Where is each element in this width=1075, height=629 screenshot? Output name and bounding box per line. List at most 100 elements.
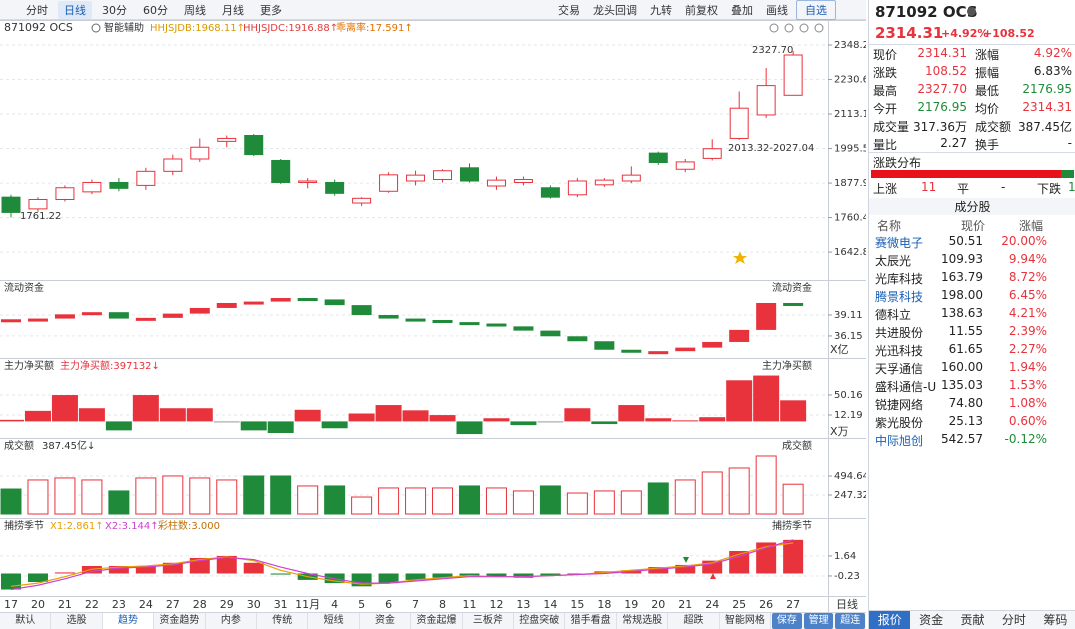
stock-name[interactable]: 共进股份 bbox=[875, 326, 924, 340]
period-tab[interactable]: 分时 bbox=[26, 3, 48, 17]
oscillator-bar bbox=[675, 564, 696, 574]
tool-button[interactable]: 九转 bbox=[650, 3, 672, 17]
strategy-tab[interactable]: 内参 bbox=[206, 613, 258, 629]
x-tick-label: 15 bbox=[570, 598, 584, 611]
quote-value: 2314.31 bbox=[917, 46, 967, 60]
assist-icon[interactable] bbox=[91, 23, 101, 33]
side-tab[interactable]: 筹码 bbox=[1043, 613, 1068, 627]
side-tab[interactable]: 资金 bbox=[919, 613, 944, 627]
flow-bar bbox=[486, 323, 507, 327]
oscillator-bar bbox=[432, 573, 453, 578]
flow-bar bbox=[189, 307, 210, 314]
side-tab[interactable]: 报价 bbox=[869, 611, 911, 629]
strategy-tab[interactable]: 资金 bbox=[360, 613, 412, 629]
y-tick-label: 50.16 bbox=[834, 390, 863, 401]
last-price: 2314.31 bbox=[875, 24, 944, 42]
side-tab[interactable]: 贡献 bbox=[960, 613, 985, 627]
stock-name[interactable]: 德科立 bbox=[875, 308, 912, 322]
action-button[interactable]: 保存 bbox=[772, 613, 802, 629]
x-tick-label: 12 bbox=[489, 598, 503, 611]
quote-label: 量比 bbox=[873, 138, 898, 152]
oscillator-bar bbox=[729, 551, 750, 574]
tool-button[interactable]: 画线 bbox=[766, 3, 788, 17]
stock-price: 160.00 bbox=[941, 360, 983, 374]
flow-bar bbox=[54, 314, 75, 319]
stock-name[interactable]: 光库科技 bbox=[875, 272, 924, 286]
quote-value: 2176.95 bbox=[1022, 82, 1072, 96]
bottom-tabs: 默认 选股 趋势 资金趋势 内参 传统 短线 资金 资金起爆 三板斧 控盘突破 猎手看盘 常规选股 超跌智… bbox=[0, 612, 866, 629]
period-tab[interactable]: 周线 bbox=[184, 3, 206, 17]
panel-icon[interactable] bbox=[814, 23, 824, 33]
flow-bar bbox=[243, 301, 264, 305]
signal-arrow bbox=[710, 573, 716, 579]
flow-bar bbox=[108, 312, 129, 319]
strategy-tab[interactable]: 趋势 bbox=[102, 613, 155, 629]
volume-bar bbox=[782, 483, 804, 515]
oscillator-bar bbox=[135, 565, 156, 574]
stock-name[interactable]: 赛微电子 bbox=[875, 236, 924, 250]
x-tick-label: 24 bbox=[139, 598, 153, 611]
strategy-tab[interactable]: 传统 bbox=[257, 613, 309, 629]
tool-button[interactable]: 交易 bbox=[558, 3, 580, 17]
x-tick-label: 31 bbox=[274, 598, 288, 611]
net-buy-bar bbox=[213, 421, 240, 423]
strategy-tab[interactable]: 短线 bbox=[308, 613, 360, 629]
strategy-tab[interactable]: 超跌 bbox=[668, 613, 720, 629]
strategy-tab[interactable]: 资金起爆 bbox=[411, 613, 463, 629]
stock-name[interactable]: 锐捷网络 bbox=[875, 398, 924, 412]
stock-name[interactable]: 光迅科技 bbox=[875, 344, 924, 358]
action-button[interactable]: 超连 bbox=[835, 613, 866, 629]
x-tick-label: 14 bbox=[543, 598, 557, 611]
strategy-tab[interactable]: 控盘突破 bbox=[514, 613, 566, 629]
stock-change: 20.00% bbox=[1001, 234, 1047, 248]
stock-change: 9.94% bbox=[1008, 252, 1047, 266]
strategy-tab[interactable]: 猎手看盘 bbox=[565, 613, 617, 629]
tool-button[interactable]: 前复权 bbox=[685, 3, 718, 17]
strategy-tab[interactable]: 常规选股 bbox=[617, 613, 669, 629]
period-tab[interactable]: 30分 bbox=[102, 3, 127, 17]
period-tab[interactable]: 日线 bbox=[58, 0, 92, 19]
stock-change: 4.21% bbox=[1008, 306, 1047, 320]
volume-bar bbox=[108, 490, 130, 515]
stock-name[interactable]: 太辰光 bbox=[875, 254, 912, 268]
quote-label: 成交额 bbox=[975, 120, 1012, 134]
period-tab[interactable]: 月线 bbox=[222, 3, 244, 17]
strategy-tab[interactable]: 选股 bbox=[51, 613, 103, 629]
strategy-tab[interactable]: 默认 bbox=[0, 613, 52, 629]
oscillator-line bbox=[10, 539, 794, 591]
stock-name[interactable]: 天孚通信 bbox=[875, 362, 924, 376]
price-annotation: 1761.22 bbox=[20, 211, 61, 222]
volume-bar bbox=[539, 485, 561, 515]
watchlist-button[interactable]: 自选 bbox=[796, 0, 836, 20]
panel-title: 成交额 bbox=[4, 439, 34, 452]
x-tick-label: 18 bbox=[597, 598, 611, 611]
toolbar: 分时 日线 30分 60分 周线 月线 更多 交易 龙头回调 九转 前复权 叠加 画线 自选 bbox=[0, 0, 866, 20]
panel-icon[interactable] bbox=[784, 23, 794, 33]
quote-label: 均价 bbox=[975, 102, 1000, 116]
quote-value: 2327.70 bbox=[917, 82, 967, 96]
net-buy-bar bbox=[105, 421, 132, 431]
stock-name[interactable]: 盛科通信-U bbox=[875, 380, 937, 394]
period-tab[interactable]: 更多 bbox=[260, 3, 282, 17]
net-buy-bar bbox=[375, 405, 402, 422]
tool-button[interactable]: 叠加 bbox=[731, 3, 753, 17]
panel-icon[interactable] bbox=[769, 23, 779, 33]
stock-name[interactable]: 紫光股份 bbox=[875, 416, 924, 430]
side-tab[interactable]: 分时 bbox=[1001, 613, 1026, 627]
strategy-tab[interactable]: 三板斧 bbox=[463, 613, 515, 629]
oscillator-bar bbox=[540, 573, 561, 576]
x-tick-label: 19 bbox=[624, 598, 638, 611]
stock-name[interactable]: 中际旭创 bbox=[875, 434, 924, 448]
flow-bar bbox=[216, 302, 237, 308]
panel-icon[interactable] bbox=[799, 23, 809, 33]
tool-button[interactable]: 龙头回调 bbox=[593, 3, 637, 17]
stock-price: 74.80 bbox=[948, 396, 983, 410]
strategy-tab[interactable]: 智能网格 bbox=[720, 613, 772, 629]
action-button[interactable]: 管理 bbox=[803, 613, 834, 629]
x-tick-label: 21 bbox=[58, 598, 72, 611]
side-tabs: 报价 资金 贡献 分时 筹码 bbox=[869, 610, 1075, 629]
stock-name[interactable]: 腾景科技 bbox=[875, 290, 924, 304]
period-tab[interactable]: 60分 bbox=[143, 3, 168, 17]
panel-title: 主力净买额 bbox=[4, 359, 54, 372]
strategy-tab[interactable]: 资金趋势 bbox=[154, 613, 206, 629]
